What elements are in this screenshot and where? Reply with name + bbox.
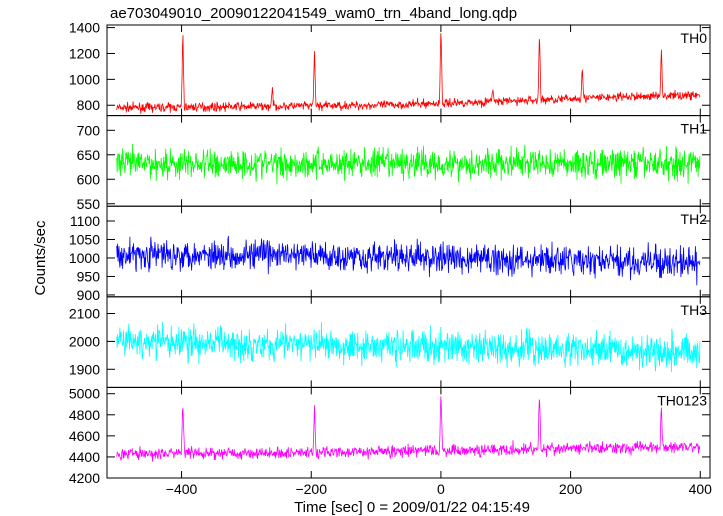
y-tick-label-th1: 550 xyxy=(77,196,101,212)
x-tick-label: 0 xyxy=(437,481,445,497)
y-tick-label-th3: 1900 xyxy=(69,361,100,377)
y-axis-label: Counts/sec xyxy=(32,220,49,296)
y-tick-label-th2: 1000 xyxy=(69,250,100,266)
y-tick-label-th1: 650 xyxy=(77,147,101,163)
series-line-th3 xyxy=(116,322,701,373)
y-tick-label-th1: 600 xyxy=(77,171,101,187)
y-tick-label-th0: 800 xyxy=(77,97,101,113)
x-axis-label: Time [sec] 0 = 2009/01/22 04:15:49 xyxy=(294,499,530,516)
y-tick-label-th2: 1100 xyxy=(70,213,100,229)
y-tick-label-th2: 900 xyxy=(77,287,101,303)
panel-frame-th0123 xyxy=(106,386,711,479)
series-line-th2 xyxy=(116,236,701,286)
y-tick-label-th0123: 4800 xyxy=(69,407,100,423)
y-tick-label-th2: 950 xyxy=(77,268,101,284)
y-tick-label-th2: 1050 xyxy=(69,231,100,247)
panel-frame-th2 xyxy=(106,205,711,298)
chart-title: ae703049010_20090122041549_wam0_trn_4ban… xyxy=(110,5,517,22)
x-tick-label: 200 xyxy=(559,481,583,497)
x-tick-label: −200 xyxy=(295,481,327,497)
series-line-th0123 xyxy=(116,396,701,462)
y-tick-label-th3: 2000 xyxy=(69,333,100,349)
x-tick-label: 400 xyxy=(689,481,713,497)
y-tick-label-th1: 700 xyxy=(77,122,101,138)
y-tick-label-th0: 1400 xyxy=(69,20,100,36)
panels: 800 1000 1200 1400 TH0 550 600 650 700 TH1 900 950 1… xyxy=(69,20,712,497)
y-tick-label-th0: 1200 xyxy=(69,45,100,61)
y-tick-label-th0123: 4600 xyxy=(69,428,100,444)
panel-label-th3: TH3 xyxy=(681,302,708,318)
y-tick-label-th0123: 5000 xyxy=(69,386,100,402)
series-line-th1 xyxy=(116,143,701,185)
x-tick-label: −400 xyxy=(166,481,198,497)
y-tick-label-th0123: 4200 xyxy=(69,470,100,486)
panel-label-th0: TH0 xyxy=(681,30,708,46)
y-tick-label-th0123: 4400 xyxy=(69,449,100,465)
y-tick-label-th0: 1000 xyxy=(69,71,100,87)
panel-label-th0123: TH0123 xyxy=(657,392,707,408)
panel-label-th1: TH1 xyxy=(681,121,708,137)
series-line-th0 xyxy=(116,33,701,114)
panel-label-th2: TH2 xyxy=(681,211,708,227)
y-tick-label-th3: 2100 xyxy=(69,306,100,322)
